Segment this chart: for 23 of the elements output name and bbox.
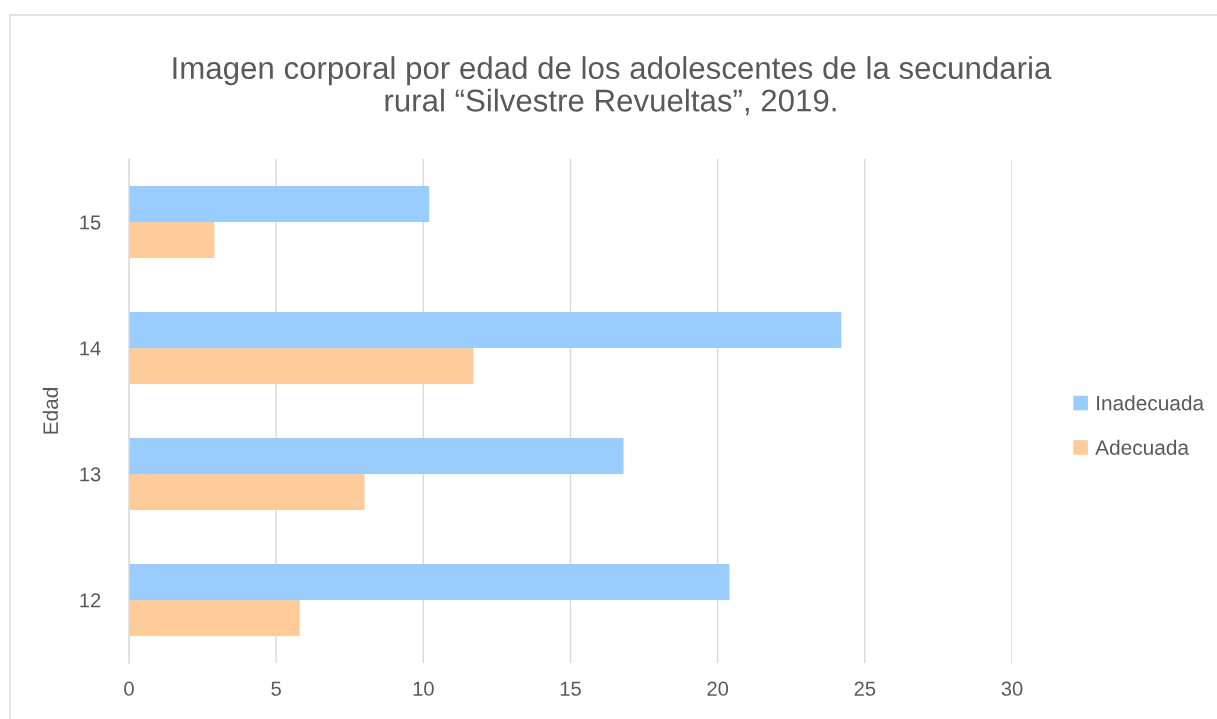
bar (129, 564, 730, 600)
bar (129, 438, 624, 474)
x-tick-label: 15 (560, 681, 581, 696)
x-tick-label: 0 (124, 681, 134, 696)
y-axis-title: Edad (42, 388, 59, 434)
y-tick-label: 13 (80, 467, 101, 482)
legend-label: Inadecuada (1097, 395, 1205, 411)
y-tick-label: 15 (80, 215, 101, 230)
bar (129, 222, 215, 258)
x-tick-label: 10 (413, 681, 434, 696)
x-tick-label: 25 (854, 681, 876, 696)
chart-title: Imagen corporal por edad de los adolescentes de la secundaria rural “Silvestre Revueltas”, 2019. (173, 56, 1052, 116)
x-tick-label: 30 (1001, 681, 1023, 696)
y-tick-label: 14 (80, 341, 101, 356)
bar (129, 312, 842, 348)
bar (129, 600, 300, 636)
x-tick-label: 5 (271, 681, 281, 696)
x-tick-label: 20 (707, 681, 729, 696)
bar (129, 348, 474, 384)
bar (129, 474, 365, 510)
y-tick-label: 12 (80, 593, 101, 608)
bar (129, 186, 430, 222)
legend-label: Adecuada (1095, 439, 1190, 455)
